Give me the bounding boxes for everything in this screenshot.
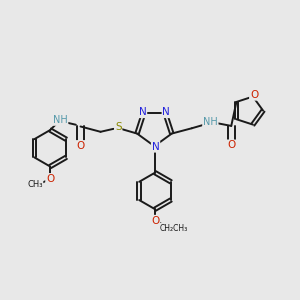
Text: N: N [162, 107, 170, 117]
Text: O: O [46, 174, 54, 184]
Text: N: N [139, 107, 146, 117]
Text: CH₃: CH₃ [27, 180, 43, 189]
Text: NH: NH [203, 117, 218, 127]
Text: CH₂CH₃: CH₂CH₃ [159, 224, 188, 232]
Text: S: S [115, 122, 122, 132]
Text: O: O [227, 140, 236, 150]
Text: N: N [152, 142, 160, 152]
Text: NH: NH [53, 115, 68, 125]
Text: O: O [76, 141, 85, 151]
Text: O: O [250, 90, 258, 100]
Text: O: O [151, 216, 159, 226]
